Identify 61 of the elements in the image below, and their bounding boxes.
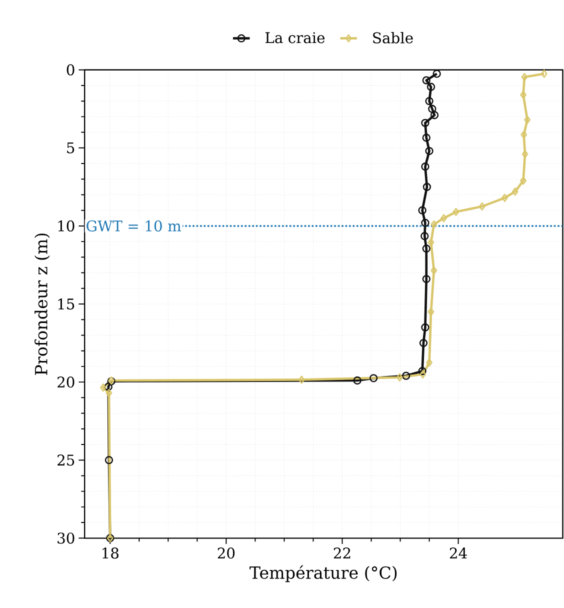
point bbox=[425, 96, 434, 106]
x-tick-label: 24 bbox=[450, 548, 468, 558]
point bbox=[520, 176, 527, 185]
point bbox=[422, 274, 431, 284]
point bbox=[452, 208, 460, 216]
point bbox=[420, 232, 429, 240]
point bbox=[430, 111, 439, 120]
point bbox=[418, 206, 427, 214]
ref-line-label: GWT = 10 m bbox=[86, 220, 182, 232]
x-tick-label: 22 bbox=[334, 548, 350, 558]
point bbox=[426, 358, 433, 367]
point bbox=[100, 383, 107, 392]
point bbox=[418, 367, 427, 376]
point bbox=[428, 104, 436, 113]
point bbox=[522, 150, 528, 158]
point bbox=[430, 220, 438, 228]
point bbox=[422, 134, 431, 142]
x-tick-label: 18 bbox=[102, 548, 119, 559]
point bbox=[430, 266, 438, 275]
y-tick-label: 5 bbox=[67, 142, 74, 154]
point bbox=[512, 188, 519, 196]
y-tick-label: 30 bbox=[58, 532, 74, 544]
legend-label: Sable bbox=[373, 32, 413, 44]
y-axis-title: Profondeur z (m) bbox=[34, 234, 50, 375]
x-tick-label: 20 bbox=[218, 548, 235, 559]
point bbox=[478, 202, 486, 211]
point bbox=[425, 146, 434, 156]
point bbox=[422, 244, 431, 253]
point bbox=[421, 118, 430, 128]
point bbox=[422, 76, 431, 84]
y-tick-label: 0 bbox=[66, 64, 74, 76]
point bbox=[104, 382, 113, 391]
point bbox=[420, 338, 428, 348]
point bbox=[520, 130, 528, 139]
legend-label: La craie bbox=[266, 32, 325, 44]
point bbox=[105, 456, 114, 464]
point bbox=[298, 376, 305, 384]
point bbox=[423, 182, 432, 192]
point bbox=[520, 90, 527, 99]
y-tick-label: 15 bbox=[58, 298, 74, 310]
point bbox=[502, 194, 508, 202]
point bbox=[370, 374, 378, 382]
point bbox=[440, 214, 448, 222]
y-tick-label: 20 bbox=[58, 376, 74, 388]
point bbox=[353, 376, 362, 385]
point bbox=[428, 308, 434, 316]
point bbox=[521, 72, 528, 82]
y-tick-label: 25 bbox=[58, 454, 74, 466]
point bbox=[396, 373, 404, 382]
point bbox=[541, 70, 548, 78]
point bbox=[427, 82, 436, 91]
point bbox=[524, 116, 531, 124]
point bbox=[421, 162, 430, 171]
y-tick-label: 10 bbox=[58, 220, 74, 232]
point bbox=[432, 70, 442, 78]
point bbox=[428, 238, 434, 246]
point bbox=[421, 218, 430, 227]
point bbox=[402, 372, 410, 380]
x-axis-title: Température (°C) bbox=[250, 565, 397, 582]
point bbox=[421, 323, 430, 332]
point bbox=[420, 370, 426, 378]
